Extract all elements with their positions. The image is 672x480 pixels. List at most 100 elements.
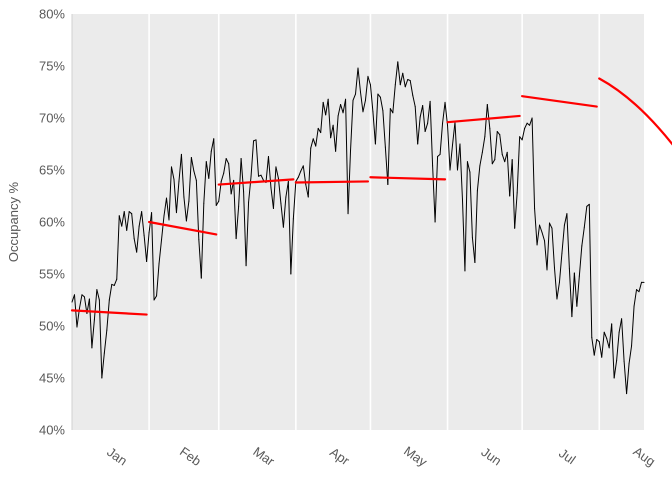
daily-line-segment	[387, 108, 391, 186]
daily-line-segment	[601, 331, 605, 358]
daily-line-segment	[377, 93, 381, 98]
daily-line-segment	[166, 197, 170, 221]
daily-line-segment	[350, 99, 354, 151]
daily-line-segment	[576, 275, 580, 307]
daily-line-segment	[489, 127, 493, 165]
daily-line-segment	[307, 147, 312, 198]
daily-line-segment	[382, 110, 386, 148]
daily-line-segment	[345, 98, 349, 215]
daily-line-segment	[422, 105, 426, 133]
daily-line-segment	[180, 153, 185, 198]
daily-line-segment	[178, 153, 182, 182]
daily-line-segment	[312, 138, 317, 147]
daily-line-segment	[414, 106, 419, 145]
daily-line-segment	[295, 176, 299, 182]
daily-line-segment	[121, 211, 125, 227]
daily-line-segment	[255, 139, 260, 177]
daily-line-segment	[452, 121, 456, 146]
daily-line-segment	[198, 239, 202, 279]
daily-line-segment	[91, 319, 95, 349]
y-tick-label: 55%	[39, 267, 65, 282]
daily-line-segment	[616, 331, 620, 361]
daily-line-segment	[188, 157, 192, 202]
daily-line-segment	[534, 207, 538, 246]
daily-line-segment	[461, 198, 466, 272]
daily-line-segment	[223, 158, 227, 174]
trend-line-aug	[598, 77, 672, 146]
daily-line-segment	[163, 197, 168, 217]
daily-line-segment	[412, 94, 416, 108]
daily-line-segment	[606, 337, 610, 349]
daily-line-segment	[578, 245, 583, 277]
daily-line-segment	[623, 360, 628, 395]
daily-line-segment	[248, 175, 252, 203]
daily-line-segment	[168, 166, 172, 221]
daily-line-segment	[481, 136, 486, 153]
daily-line-segment	[250, 140, 255, 177]
trend-line-jul	[521, 95, 598, 108]
daily-line-segment	[325, 98, 329, 116]
daily-line-segment	[175, 180, 180, 214]
daily-line-segment	[372, 111, 376, 145]
daily-line-segment	[638, 281, 643, 293]
daily-line-segment	[195, 179, 200, 241]
daily-line-segment	[272, 166, 277, 209]
daily-line-segment	[392, 84, 396, 114]
daily-line-segment	[151, 212, 155, 301]
daily-line-segment	[133, 238, 138, 253]
daily-line-segment	[118, 215, 123, 227]
daily-line-segment	[233, 179, 237, 240]
daily-line-segment	[93, 289, 98, 321]
daily-line-segment	[459, 143, 463, 200]
x-tick-label: Jan	[104, 444, 130, 468]
daily-line-segment	[161, 215, 165, 241]
trend-line-mar	[217, 178, 295, 186]
daily-line-segment	[551, 227, 555, 269]
daily-line-segment	[173, 178, 177, 214]
daily-line-segment	[628, 345, 633, 364]
daily-line-segment	[170, 166, 175, 180]
daily-line-segment	[432, 165, 436, 223]
daily-line-segment	[434, 155, 439, 223]
daily-line-segment	[571, 272, 575, 318]
y-axis-ticks: 40% 45% 50% 55% 60% 65% 70% 75% 80%	[39, 7, 65, 438]
daily-line-segment	[469, 171, 473, 239]
daily-line-segment	[491, 159, 496, 165]
daily-line-segment	[439, 122, 444, 155]
daily-line-segment	[305, 184, 309, 198]
daily-line-segment	[479, 151, 483, 167]
x-tick-label: Aug	[631, 444, 659, 470]
daily-line-segment	[429, 100, 434, 167]
daily-line-segment	[277, 177, 282, 204]
daily-line-segment	[417, 116, 421, 145]
daily-line-segment	[618, 318, 623, 333]
daily-line-segment	[568, 268, 573, 318]
daily-line-segment	[213, 138, 217, 206]
daily-line-segment	[287, 180, 292, 275]
x-axis-ticks: JanFebMarAprMayJunJulAugSepOctNovDec	[104, 443, 659, 470]
y-tick-label: 75%	[39, 59, 65, 74]
daily-line-segment	[369, 84, 374, 113]
daily-line-segment	[548, 222, 553, 229]
daily-line-segment	[558, 252, 563, 283]
monthly-trend-series	[70, 77, 672, 316]
daily-line-segment	[267, 155, 272, 189]
daily-line-segment	[404, 79, 409, 88]
daily-line-segment	[185, 200, 190, 222]
daily-line-segment	[190, 157, 195, 172]
daily-line-segment	[78, 294, 83, 309]
daily-line-segment	[611, 323, 615, 379]
daily-line-segment	[561, 224, 565, 254]
daily-line-segment	[243, 191, 247, 267]
daily-line-segment	[544, 240, 548, 271]
trend-line-may	[369, 176, 447, 181]
y-tick-label: 45%	[39, 371, 65, 386]
daily-line-segment	[141, 211, 145, 237]
daily-line-segment	[514, 192, 518, 229]
daily-line-segment	[581, 226, 585, 247]
daily-line-segment	[275, 166, 279, 179]
daily-line-segment	[297, 170, 302, 178]
daily-line-segment	[531, 117, 536, 209]
daily-line-segment	[322, 101, 327, 116]
